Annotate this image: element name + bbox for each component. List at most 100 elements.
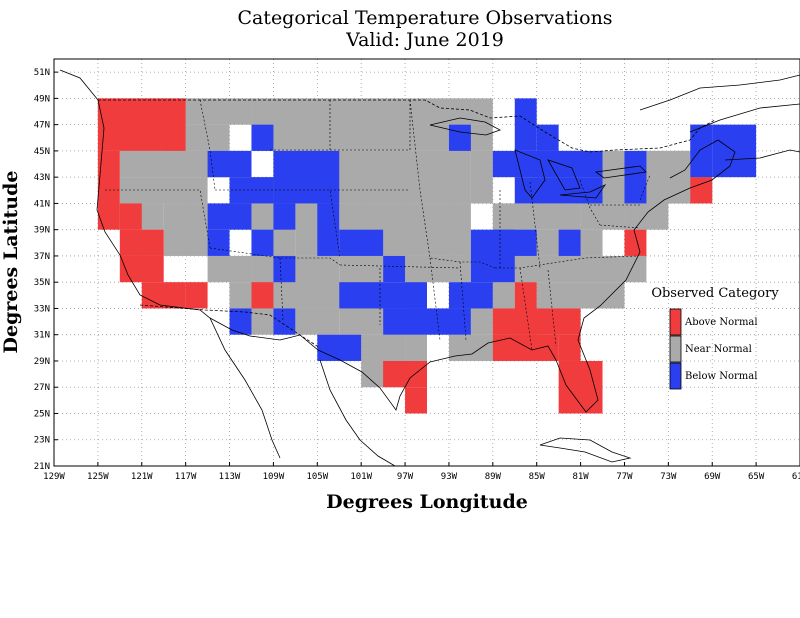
legend-items: Above Normal Near Normal Below Normal bbox=[669, 308, 758, 390]
axes: 129W 125W 121W 117W 113W 109W 105W 101W 97W 93W 89… bbox=[34, 68, 800, 482]
cell-below bbox=[712, 124, 757, 178]
chart-subtitle: Valid: June 2019 bbox=[345, 29, 504, 51]
cell-near bbox=[229, 282, 252, 309]
category-cells bbox=[97, 98, 757, 414]
y-tick-label: 37N bbox=[34, 252, 50, 262]
plot-border bbox=[53, 58, 800, 467]
cell-below bbox=[251, 124, 274, 151]
x-tick-label: 93W bbox=[441, 472, 458, 482]
cell-near bbox=[251, 308, 274, 335]
state-lines bbox=[105, 99, 651, 351]
cell-below bbox=[207, 203, 252, 230]
cell-below bbox=[317, 334, 362, 361]
x-tick-label: 117W bbox=[175, 472, 197, 482]
y-tick-label: 25N bbox=[34, 409, 50, 419]
cell-below bbox=[383, 308, 471, 335]
cell-below bbox=[514, 177, 603, 204]
y-tick-label: 27N bbox=[34, 383, 50, 393]
cell-above bbox=[690, 177, 713, 204]
us-canada-border bbox=[98, 99, 716, 153]
cell-below bbox=[229, 308, 252, 335]
legend-title: Observed Category bbox=[651, 286, 779, 301]
x-tick-label: 105W bbox=[306, 472, 328, 482]
cell-below bbox=[317, 203, 340, 256]
y-tick-label: 49N bbox=[34, 94, 50, 104]
cell-below bbox=[339, 229, 384, 256]
cell-near bbox=[492, 203, 581, 230]
legend: Observed Category Above Normal Near Norma… bbox=[651, 286, 779, 390]
x-tick-label: 125W bbox=[87, 472, 109, 482]
cell-near bbox=[470, 150, 493, 204]
cell-above bbox=[251, 282, 274, 309]
mexico-coastline bbox=[209, 317, 396, 467]
cell-above bbox=[492, 308, 581, 335]
cell-near bbox=[185, 124, 230, 151]
y-axis-title: Degrees Latitude bbox=[0, 171, 22, 354]
cell-near bbox=[163, 203, 208, 256]
legend-label: Above Normal bbox=[684, 317, 758, 328]
y-tick-label: 33N bbox=[34, 304, 50, 314]
y-tick-label: 47N bbox=[34, 121, 50, 131]
legend-swatch bbox=[669, 308, 682, 336]
cell-above bbox=[97, 150, 120, 230]
x-tick-label: 129W bbox=[43, 472, 65, 482]
x-tick-label: 61W bbox=[792, 472, 800, 482]
cell-above bbox=[624, 229, 647, 256]
x-tick-label: 89W bbox=[485, 472, 502, 482]
cell-below bbox=[251, 229, 274, 256]
cell-below bbox=[383, 255, 406, 283]
us-mexico-border bbox=[139, 304, 321, 349]
cell-above bbox=[405, 387, 427, 414]
cell-below bbox=[207, 229, 230, 256]
cell-below bbox=[492, 229, 537, 256]
y-tick-label: 45N bbox=[34, 147, 50, 157]
chart-title: Categorical Temperature Observations bbox=[237, 7, 612, 29]
cell-near bbox=[295, 308, 340, 335]
cell-near bbox=[405, 334, 427, 361]
cell-above bbox=[383, 360, 427, 388]
cell-near bbox=[207, 255, 252, 283]
cell-above bbox=[97, 98, 186, 151]
us-coastline bbox=[96, 99, 736, 413]
y-tick-label: 39N bbox=[34, 226, 50, 236]
x-tick-label: 73W bbox=[660, 472, 677, 482]
y-tick-label: 43N bbox=[34, 173, 50, 183]
y-tick-label: 31N bbox=[34, 331, 50, 341]
y-tick-label: 29N bbox=[34, 357, 50, 367]
cell-above bbox=[119, 229, 164, 256]
cell-near bbox=[427, 150, 471, 204]
y-tick-label: 41N bbox=[34, 199, 50, 209]
cell-below bbox=[690, 124, 713, 178]
state-borders bbox=[105, 99, 651, 351]
x-tick-label: 65W bbox=[748, 472, 765, 482]
cell-near bbox=[251, 98, 427, 151]
cell-above bbox=[141, 282, 186, 309]
cell-below bbox=[624, 150, 647, 204]
cell-above bbox=[185, 282, 208, 309]
great-lakes-outline bbox=[429, 117, 647, 199]
cell-below bbox=[207, 150, 252, 178]
cell-near bbox=[536, 282, 625, 309]
cell-below bbox=[339, 282, 427, 309]
y-tick-label: 35N bbox=[34, 278, 50, 288]
cell-below bbox=[558, 229, 581, 256]
x-tick-label: 97W bbox=[397, 472, 414, 482]
cell-below bbox=[536, 150, 603, 178]
x-tick-label: 113W bbox=[219, 472, 241, 482]
legend-swatch bbox=[669, 362, 682, 390]
cell-above bbox=[558, 360, 603, 414]
cell-below bbox=[448, 124, 471, 151]
cell-near bbox=[185, 98, 252, 125]
x-tick-label: 109W bbox=[263, 472, 285, 482]
cell-below bbox=[273, 203, 296, 230]
x-tick-label: 101W bbox=[350, 472, 372, 482]
canada-coastline bbox=[59, 69, 800, 161]
legend-swatch bbox=[669, 335, 682, 363]
cell-below bbox=[536, 124, 559, 151]
plot-area: 129W 125W 121W 117W 113W 109W 105W 101W 97W 93W 89… bbox=[34, 58, 800, 482]
cell-near bbox=[492, 282, 515, 309]
cell-below bbox=[448, 282, 493, 309]
geography-outlines bbox=[59, 69, 800, 467]
cell-above bbox=[119, 203, 142, 230]
